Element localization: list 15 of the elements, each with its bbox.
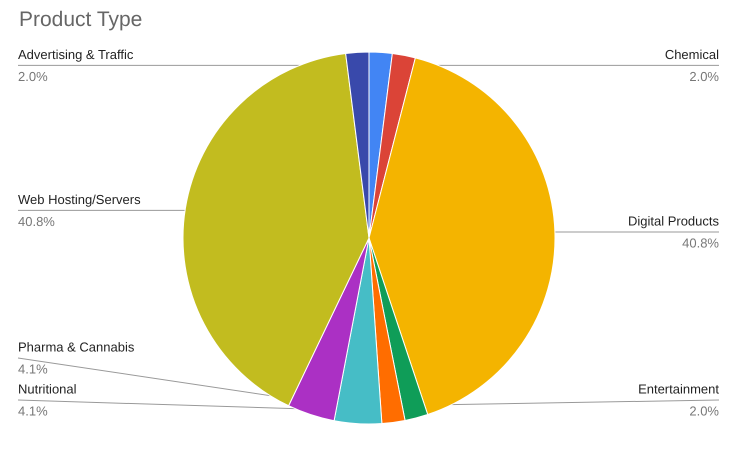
slice-label: Nutritional (18, 382, 77, 396)
data-label: 4.1% (18, 362, 48, 376)
slice-label: Advertising & Traffic (18, 46, 134, 62)
data-label: 4.1% (18, 404, 48, 418)
data-label: 2.0% (18, 68, 48, 84)
data-label: 40.8% (682, 236, 720, 251)
slice-label: Entertainment (638, 382, 720, 396)
slice-label: Pharma & Cannabis (18, 340, 135, 354)
data-label: 2.0% (689, 68, 720, 84)
slice-label: Web Hosting/Servers (18, 192, 142, 207)
data-label: 40.8% (18, 214, 56, 229)
slice-label: Digital Products (628, 214, 720, 229)
data-label: 2.0% (689, 404, 720, 418)
chart-title: Product Type (19, 8, 142, 31)
slice-label: Chemical (664, 46, 720, 62)
